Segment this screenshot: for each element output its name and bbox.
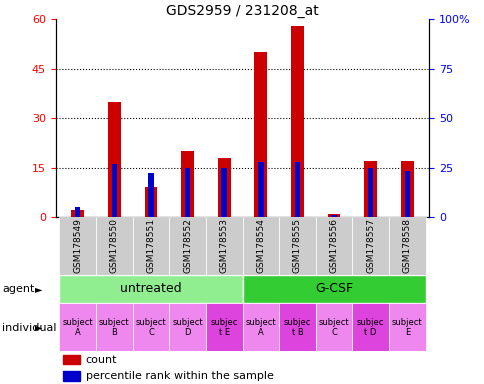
Bar <box>63 371 80 381</box>
Text: ►: ► <box>35 323 42 333</box>
Bar <box>242 217 278 275</box>
Bar <box>181 151 194 217</box>
Text: count: count <box>86 354 117 364</box>
Text: subject
D: subject D <box>172 318 202 337</box>
Bar <box>169 303 206 351</box>
Bar <box>363 161 376 217</box>
Bar <box>388 217 424 275</box>
Bar <box>71 210 84 217</box>
Bar <box>133 303 169 351</box>
Bar <box>111 164 117 217</box>
Text: GSM178557: GSM178557 <box>365 218 374 273</box>
Bar <box>96 303 133 351</box>
Text: GSM178553: GSM178553 <box>219 218 228 273</box>
Text: percentile rank within the sample: percentile rank within the sample <box>86 371 273 381</box>
Bar <box>290 26 303 217</box>
Bar <box>133 217 169 275</box>
Bar <box>206 303 242 351</box>
Bar <box>327 214 340 217</box>
Text: GSM178555: GSM178555 <box>292 218 302 273</box>
Bar <box>367 167 373 217</box>
Text: subjec
t B: subjec t B <box>283 318 310 337</box>
Title: GDS2959 / 231208_at: GDS2959 / 231208_at <box>166 4 318 18</box>
Text: GSM178552: GSM178552 <box>182 218 192 273</box>
Bar <box>206 217 242 275</box>
Text: ►: ► <box>35 284 42 294</box>
Bar <box>184 167 190 217</box>
Bar <box>221 167 227 217</box>
Bar <box>278 217 315 275</box>
Text: agent: agent <box>2 284 35 294</box>
Bar <box>351 303 388 351</box>
Text: untreated: untreated <box>120 283 182 295</box>
Text: subjec
t D: subjec t D <box>356 318 383 337</box>
Bar <box>169 217 206 275</box>
Bar <box>148 174 153 217</box>
Text: GSM178554: GSM178554 <box>256 218 265 273</box>
Bar <box>315 303 351 351</box>
Text: individual: individual <box>2 323 57 333</box>
Bar <box>217 158 230 217</box>
Text: GSM178558: GSM178558 <box>402 218 411 273</box>
Bar <box>63 355 80 364</box>
Text: GSM178551: GSM178551 <box>146 218 155 273</box>
Bar <box>331 215 336 217</box>
Text: subject
A: subject A <box>62 318 93 337</box>
Text: subject
A: subject A <box>245 318 275 337</box>
Bar <box>60 303 96 351</box>
Text: subject
B: subject B <box>99 318 129 337</box>
Text: GSM178549: GSM178549 <box>73 218 82 273</box>
Bar <box>96 217 133 275</box>
Bar <box>257 162 263 217</box>
Bar <box>278 303 315 351</box>
Bar <box>60 275 242 303</box>
Bar <box>351 217 388 275</box>
Bar <box>315 217 351 275</box>
Text: GSM178556: GSM178556 <box>329 218 338 273</box>
Bar <box>144 187 157 217</box>
Text: GSM178550: GSM178550 <box>110 218 119 273</box>
Text: G-CSF: G-CSF <box>314 283 352 295</box>
Text: subject
C: subject C <box>136 318 166 337</box>
Bar <box>294 162 300 217</box>
Bar <box>388 303 424 351</box>
Text: subject
E: subject E <box>391 318 422 337</box>
Bar <box>75 207 80 217</box>
Bar <box>254 52 267 217</box>
Bar <box>404 172 409 217</box>
Bar <box>108 102 121 217</box>
Bar <box>60 217 96 275</box>
Bar <box>242 275 424 303</box>
Bar <box>400 161 413 217</box>
Text: subject
C: subject C <box>318 318 348 337</box>
Bar <box>242 303 278 351</box>
Text: subjec
t E: subjec t E <box>210 318 237 337</box>
